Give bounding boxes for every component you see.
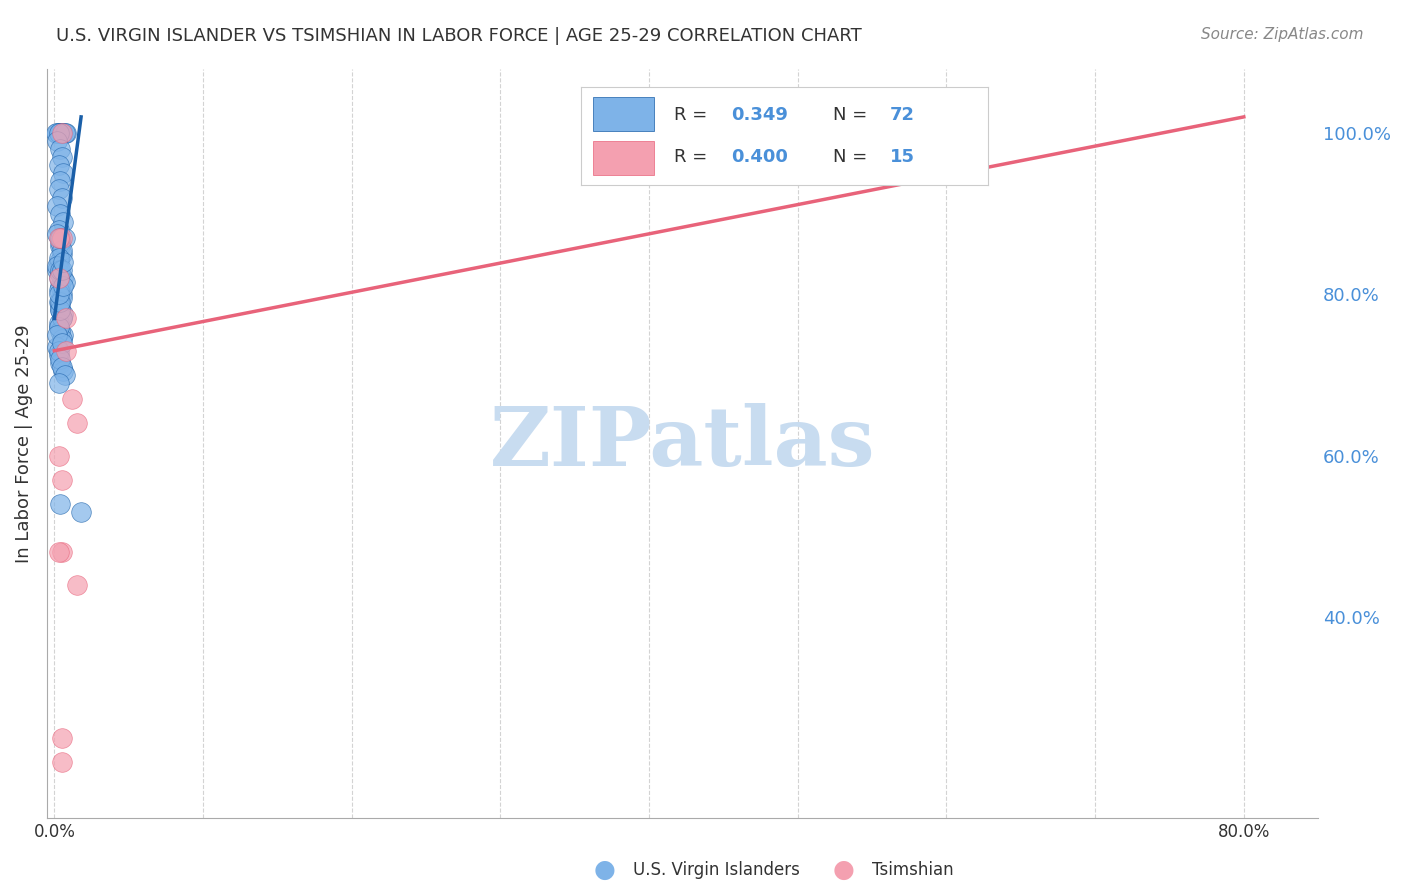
Point [51,359,73,374]
Point [49,142,72,156]
Point [51,247,73,261]
Point [51,473,73,487]
Point [53,231,76,245]
Point [52,215,75,229]
Point [52,279,75,293]
Point [51,126,73,140]
Point [46,198,69,212]
Point [52,126,75,140]
Text: Tsimshian: Tsimshian [872,861,953,879]
Text: ●: ● [593,858,616,881]
Point [51,311,73,326]
Point [51,263,73,277]
Point [45,126,67,140]
Point [48,449,70,463]
Point [49,207,72,221]
Point [48,319,70,334]
Point [48,158,70,172]
Point [48,319,70,334]
Text: U.S. Virgin Islanders: U.S. Virgin Islanders [633,861,800,879]
Point [49,267,72,281]
Point [46,263,69,277]
Point [49,279,72,293]
Text: ●: ● [832,858,855,881]
Point [48,376,70,390]
Point [48,255,70,269]
Point [46,227,69,241]
Point [48,126,70,140]
Point [51,126,73,140]
Point [51,243,73,257]
Point [51,335,73,350]
Point [51,231,73,245]
Point [55,126,77,140]
Point [49,126,72,140]
Point [49,303,72,318]
Point [51,545,73,559]
Point [48,545,70,559]
Point [51,332,73,346]
Point [53,275,76,289]
Point [46,126,69,140]
Point [53,126,76,140]
Point [46,134,69,148]
Text: Source: ZipAtlas.com: Source: ZipAtlas.com [1201,27,1364,42]
Point [49,356,72,370]
Point [49,235,72,249]
Text: U.S. VIRGIN ISLANDER VS TSIMSHIAN IN LABOR FORCE | AGE 25-29 CORRELATION CHART: U.S. VIRGIN ISLANDER VS TSIMSHIAN IN LAB… [56,27,862,45]
Point [49,497,72,511]
Point [53,368,76,382]
Point [48,182,70,196]
Point [48,271,70,285]
Point [51,150,73,164]
Point [49,263,72,277]
Point [48,287,70,301]
Point [49,295,72,310]
Point [48,251,70,265]
Point [48,295,70,310]
Text: ZIPatlas: ZIPatlas [489,403,876,483]
Point [65,577,87,591]
Point [49,239,72,253]
Point [49,174,72,188]
Point [52,255,75,269]
Point [48,316,70,330]
Y-axis label: In Labor Force | Age 25-29: In Labor Force | Age 25-29 [15,324,32,563]
Point [49,300,72,314]
Point [65,417,87,431]
Point [55,311,77,326]
Point [52,166,75,180]
Point [48,223,70,237]
Point [48,348,70,362]
Point [51,755,73,769]
Point [52,308,75,322]
Point [51,287,73,301]
Point [70,505,93,519]
Point [51,190,73,204]
Point [49,324,72,338]
Point [51,291,73,305]
Point [46,259,69,273]
Point [48,231,70,245]
Point [48,126,70,140]
Point [46,327,69,342]
Point [52,327,75,342]
Point [52,271,75,285]
Point [49,303,72,318]
Point [51,731,73,745]
Point [46,340,69,354]
Point [51,311,73,326]
Point [49,351,72,366]
Point [48,283,70,297]
Point [48,271,70,285]
Point [48,343,70,358]
Point [52,364,75,378]
Point [55,343,77,358]
Point [49,231,72,245]
Point [60,392,83,406]
